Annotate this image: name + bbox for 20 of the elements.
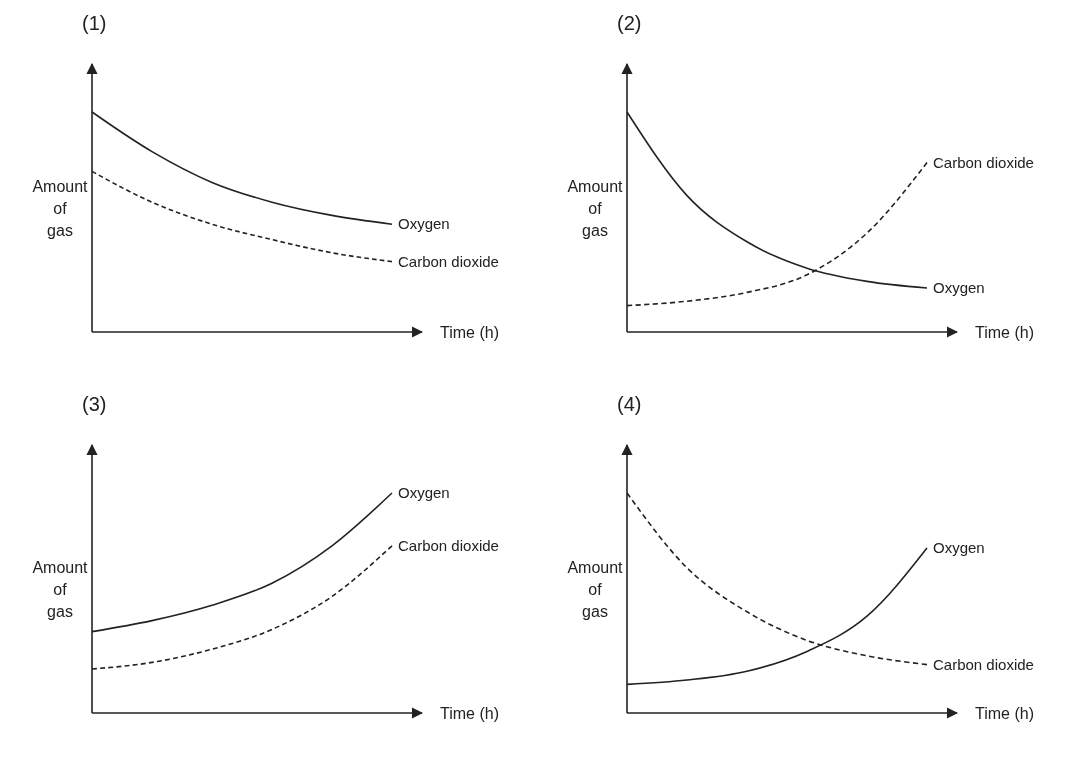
y-axis-title: Amount of gas — [32, 559, 89, 620]
series-label: Carbon dioxide — [398, 252, 499, 270]
x-axis-title: Time (h) — [440, 324, 499, 341]
series-label: Carbon dioxide — [398, 536, 499, 554]
series-label: Carbon dioxide — [933, 153, 1034, 171]
chart-title: (3) — [82, 393, 107, 415]
x-axis-title: Time (h) — [975, 324, 1034, 341]
y-axis-title: Amount of gas — [567, 559, 624, 620]
chart-title: (1) — [82, 12, 107, 34]
series-label: Oxygen — [933, 539, 985, 556]
series-label: Oxygen — [933, 279, 985, 296]
x-axis-title: Time (h) — [440, 705, 499, 722]
x-axis-title: Time (h) — [975, 705, 1034, 722]
y-axis-title: Amount of gas — [32, 178, 89, 239]
series-label: Carbon dioxide — [933, 655, 1034, 673]
chart-title: (4) — [617, 393, 642, 415]
series-label: Oxygen — [398, 484, 450, 501]
y-axis-title: Amount of gas — [567, 178, 624, 239]
chart-title: (2) — [617, 12, 642, 34]
series-label: Oxygen — [398, 215, 450, 233]
